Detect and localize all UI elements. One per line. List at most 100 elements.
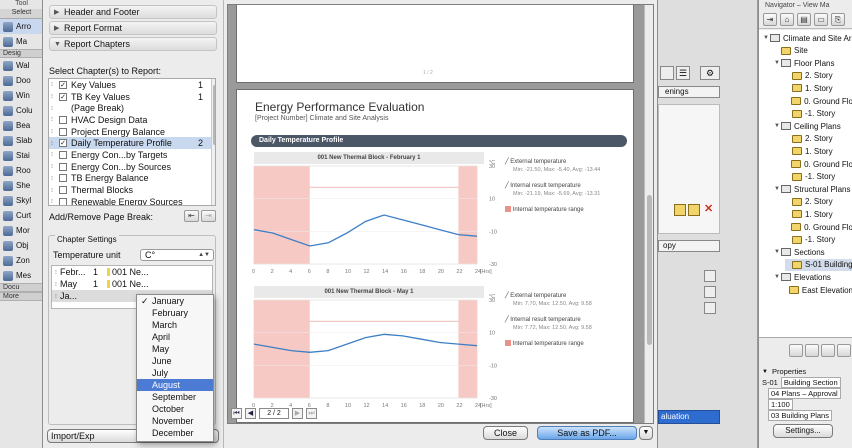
chapter-list-scrollbar[interactable] [211,79,215,205]
section-report-chapters[interactable]: ▼ Report Chapters [49,37,217,51]
tool-zon[interactable]: Zon [0,253,43,268]
scrollbar-thumb[interactable] [647,195,652,345]
property-row[interactable]: S-01 Building Section [759,377,852,388]
chapter-checkbox[interactable]: ✓ [59,139,67,148]
delete-icon[interactable]: ✕ [704,203,714,215]
openings-tab[interactable]: enings [658,86,720,98]
view-map-item[interactable]: S-01 Building [785,258,852,271]
tool-mes[interactable]: Mes [0,268,43,283]
tool-colu[interactable]: Colu [0,103,43,118]
disclosure-triangle-icon[interactable]: ▼ [763,35,769,41]
month-option-october[interactable]: October [152,404,185,414]
chapter-item[interactable]: ⁝ (Page Break) [49,102,215,114]
section-header-footer[interactable]: ▶ Header and Footer [49,5,217,19]
drag-handle-icon[interactable]: ⁝ [51,175,53,182]
month-row[interactable]: ⁝ May 1 001 Ne... [52,278,212,290]
save-options-dropdown-button[interactable]: ▼ [639,426,653,440]
tool-stai[interactable]: Stai [0,148,43,163]
disclosure-triangle-icon[interactable]: ▼ [774,274,780,281]
folder-icon[interactable] [688,204,700,216]
view-map-item[interactable]: 1. Story [785,82,852,94]
chapter-checkbox[interactable] [59,127,67,136]
settings-button[interactable]: Settings... [773,424,833,438]
property-row[interactable]: 03 Building Plans [759,410,852,421]
view-map-item[interactable]: ▼ Sections [774,247,825,257]
tool-roo[interactable]: Roo [0,163,43,178]
view-grid-icon[interactable] [660,66,674,80]
drag-handle-icon[interactable]: ⁝ [51,140,53,147]
tool-win[interactable]: Win [0,88,43,103]
tool-she[interactable]: She [0,178,43,193]
copy-dropdown[interactable]: opy [658,240,720,252]
remove-page-break-button[interactable]: ⇥ [201,210,216,222]
chapter-checkbox[interactable] [59,174,67,183]
first-page-button[interactable]: ⏮ [231,407,242,419]
month-dropdown-menu[interactable]: ✓ January February March April May June July Aug… [136,294,214,442]
chapter-checkbox[interactable] [59,162,67,171]
page-number-field[interactable]: 2 / 2 [259,407,289,419]
drag-handle-icon[interactable]: ⁝ [51,152,53,159]
section-report-format[interactable]: ▶ Report Format [49,21,217,35]
month-row[interactable]: ⁝ Febr... 1 001 Ne... [52,266,212,278]
chapter-item[interactable]: ⁝ Energy Con...by Sources [49,161,215,173]
tool-slab[interactable]: Slab [0,133,43,148]
chapter-item[interactable]: ⁝ HVAC Design Data [49,114,215,126]
tool-arrow[interactable]: Arro [0,19,43,34]
drag-handle-icon[interactable]: ⁝ [55,269,57,276]
close-button[interactable]: Close [483,426,528,440]
new-folder-icon[interactable] [789,344,803,357]
view-map-item[interactable]: -1. Story [785,234,852,246]
view-map-item[interactable]: 2. Story [785,70,852,82]
view-map-item[interactable]: -1. Story [785,171,852,183]
chapter-checkbox[interactable]: ✓ [59,80,67,89]
tool-bea[interactable]: Bea [0,118,43,133]
disclosure-triangle-icon[interactable]: ▼ [774,123,780,130]
drag-handle-icon[interactable]: ⁝ [51,105,53,112]
tool-icon[interactable] [704,270,716,282]
evaluation-button[interactable]: aluation [658,410,720,424]
view-map-item[interactable]: 0. Ground Flo [785,221,852,233]
tool-skyl[interactable]: Skyl [0,193,43,208]
chapter-list[interactable]: ⁝ ✓ Key Values 1 ⁝ ✓ TB Key Values 1 ⁝ (Page Brea… [48,78,216,206]
view-map-item[interactable]: 2. Story [785,133,852,145]
view-map-item[interactable]: East Elevation [785,284,852,296]
folder-icon[interactable] [674,204,686,216]
layout-book-icon[interactable]: ▭ [814,13,828,26]
tool-doo[interactable]: Doo [0,73,43,88]
chapter-item[interactable]: ⁝ ✓ Daily Temperature Profile 2 [49,137,215,150]
chapter-checkbox[interactable] [59,197,67,205]
month-option-march[interactable]: March [152,320,178,330]
report-preview-area[interactable]: 1 / 2 Energy Performance Evaluation [Pro… [227,4,654,424]
view-map-item[interactable]: ▼ Ceiling Plans [774,121,841,131]
property-row[interactable]: 04 Plans – Approval [759,388,852,399]
chapter-item[interactable]: ⁝ ✓ Key Values 1 [49,79,215,91]
chapter-item[interactable]: ⁝ TB Energy Balance [49,173,215,185]
month-settings-list[interactable]: ⁝ Febr... 1 001 Ne... ⁝ May 1 001 Ne... … [51,265,213,309]
chapter-item[interactable]: ⁝ ✓ TB Key Values 1 [49,91,215,103]
chapter-item[interactable]: ⁝ Energy Con...by Targets [49,149,215,161]
month-option-may[interactable]: May [152,344,170,354]
project-map-icon[interactable]: ⌂ [780,13,794,26]
view-map-tree[interactable]: ▼ Climate and Site Ar Site ▼ Floor Plans 2. S… [759,30,852,338]
disclosure-triangle-icon[interactable]: ▼ [774,60,780,67]
view-map-item[interactable]: 0. Ground Flo [785,95,852,107]
toolbox-category-design[interactable]: Desig [0,49,43,58]
disclosure-triangle-icon[interactable]: ▼ [774,249,780,256]
view-map-item[interactable]: ▼ Elevations [774,272,831,282]
view-map-item[interactable]: ▼ Climate and Site Ar [763,33,852,43]
chapter-checkbox[interactable] [59,150,67,159]
month-option-december[interactable]: December [152,428,194,438]
next-page-button[interactable]: ▶ [292,407,303,419]
chapter-item[interactable]: ⁝ Thermal Blocks [49,184,215,196]
month-option-july[interactable]: July [152,368,169,378]
toolbox-category-more[interactable]: More [0,292,43,301]
tool-mor[interactable]: Mor [0,223,43,238]
view-map-icon[interactable]: ▤ [797,13,811,26]
drag-handle-icon[interactable]: ⁝ [55,281,57,288]
view-map-item[interactable]: 1. Story [785,145,852,157]
drag-handle-icon[interactable]: ⁝ [51,117,53,124]
tool-marquee[interactable]: Ma [0,34,43,49]
drag-handle-icon[interactable]: ⁝ [51,187,53,194]
month-option-november[interactable]: November [152,416,194,426]
preview-scrollbar[interactable] [644,5,653,423]
